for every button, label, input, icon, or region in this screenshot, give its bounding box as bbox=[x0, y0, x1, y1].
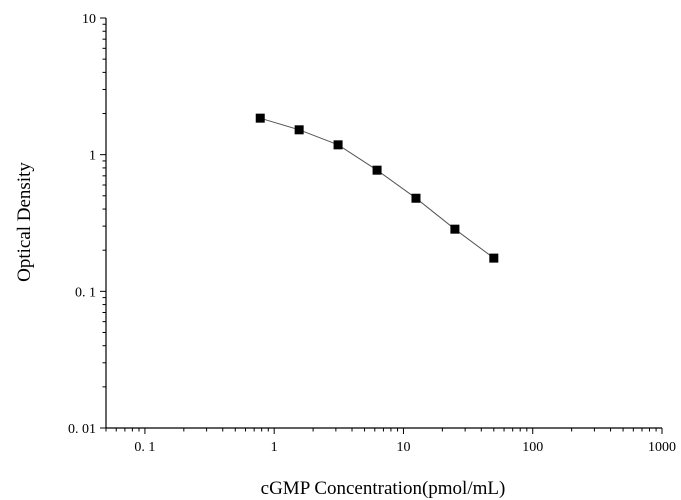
y-tick-label: 1 bbox=[89, 149, 96, 164]
ticks bbox=[100, 17, 663, 434]
x-tick-label: 100 bbox=[522, 440, 543, 455]
data-point bbox=[294, 125, 304, 135]
data-point bbox=[411, 193, 421, 203]
x-tick-label: 0. 1 bbox=[134, 440, 155, 455]
data-point bbox=[333, 140, 343, 150]
data-point bbox=[255, 113, 265, 123]
y-tick-label: 0. 01 bbox=[68, 422, 96, 437]
y-axis-title: Optical Density bbox=[14, 162, 35, 282]
x-tick-label: 10 bbox=[396, 440, 410, 455]
data-point bbox=[372, 165, 382, 175]
y-tick-label: 10 bbox=[82, 12, 96, 27]
y-tick-label: 0. 1 bbox=[75, 285, 96, 300]
series-line bbox=[260, 117, 495, 259]
x-tick-label: 1 bbox=[271, 440, 278, 455]
x-tick-label: 1000 bbox=[648, 440, 676, 455]
data-point bbox=[489, 253, 499, 263]
series bbox=[255, 113, 499, 263]
tick-labels: 0. 1 1 10 100 1000 0. 01 0. 1 1 10 bbox=[68, 12, 676, 455]
axes bbox=[105, 18, 662, 429]
x-axis-title: cGMP Concentration(pmol/mL) bbox=[261, 478, 506, 499]
data-point bbox=[450, 224, 460, 234]
